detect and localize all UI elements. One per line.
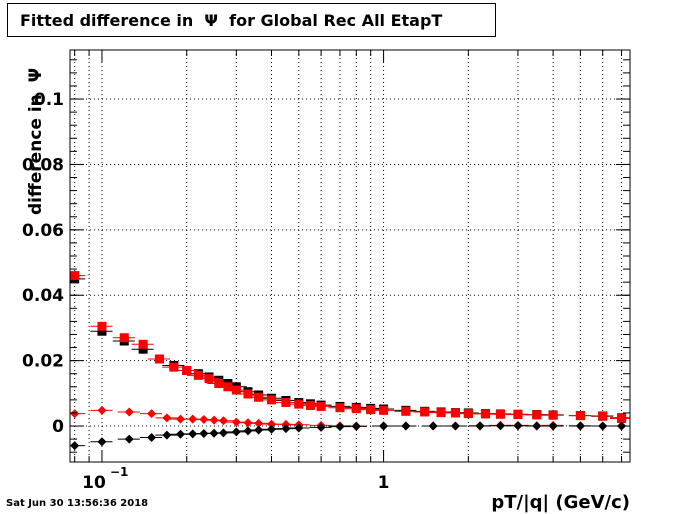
data-point-square	[513, 410, 523, 420]
data-point-square	[254, 392, 264, 402]
data-point-square	[598, 411, 608, 421]
data-point-square	[532, 410, 542, 420]
data-point-square	[119, 333, 129, 343]
data-point-diamond	[97, 405, 107, 415]
data-point-diamond	[254, 418, 264, 428]
data-point-diamond	[379, 421, 389, 431]
data-point-diamond	[70, 409, 80, 419]
data-point-diamond	[450, 421, 460, 431]
data-point-square	[617, 414, 627, 424]
axes-ticks: 0 0.02 0.04 0.06 0.08 0.1 10 −1 1	[22, 50, 630, 493]
data-point-square	[480, 409, 490, 419]
data-point-square	[463, 409, 473, 419]
data-point-diamond	[254, 425, 264, 435]
data-point-diamond	[598, 421, 608, 431]
data-point-diamond	[513, 421, 523, 431]
data-point-square	[169, 362, 179, 372]
series-layer	[70, 271, 630, 451]
y-tick-label: 0.04	[22, 286, 64, 306]
data-point-square	[379, 405, 389, 415]
data-point-square	[243, 389, 253, 399]
data-point-square	[366, 405, 376, 415]
y-axis-label: difference in Ψ	[26, 67, 46, 215]
data-point-square	[204, 374, 214, 384]
y-tick-label: 0.06	[22, 221, 64, 241]
data-point-diamond	[294, 423, 304, 433]
data-point-square	[231, 385, 241, 395]
data-point-square	[305, 400, 315, 410]
data-point-diamond	[243, 418, 253, 428]
data-point-diamond	[335, 422, 345, 432]
y-tick-label: 0.1	[34, 90, 64, 110]
data-point-square	[294, 399, 304, 409]
data-point-diamond	[124, 434, 134, 444]
data-point-diamond	[175, 429, 185, 439]
data-point-diamond	[97, 437, 107, 447]
data-point-diamond	[199, 414, 209, 424]
data-point-square	[351, 404, 361, 414]
data-point-diamond	[351, 421, 361, 431]
series-3	[70, 421, 630, 451]
data-point-square	[97, 321, 107, 331]
data-point-diamond	[267, 419, 277, 429]
data-point-diamond	[231, 417, 241, 427]
data-point-diamond	[575, 421, 585, 431]
data-point-square	[223, 382, 233, 392]
data-point-diamond	[162, 413, 172, 423]
data-point-diamond	[147, 432, 157, 442]
data-point-diamond	[70, 441, 80, 451]
data-point-diamond	[401, 421, 411, 431]
data-point-square	[281, 397, 291, 407]
data-point-diamond	[243, 426, 253, 436]
data-point-square	[316, 401, 326, 411]
series-1	[70, 271, 630, 424]
data-point-diamond	[147, 409, 157, 419]
x-tick-exponent: −1	[110, 465, 128, 479]
data-point-square	[267, 395, 277, 405]
x-axis-label: pT/|q| (GeV/c)	[491, 492, 630, 513]
data-point-diamond	[175, 414, 185, 424]
x-tick-label: 1	[378, 473, 390, 493]
data-point-diamond	[475, 421, 485, 431]
data-point-square	[548, 410, 558, 420]
data-point-diamond	[209, 415, 219, 425]
data-point-diamond	[231, 427, 241, 437]
data-point-square	[154, 354, 164, 364]
data-point-diamond	[218, 416, 228, 426]
data-point-square	[138, 339, 148, 349]
data-point-square	[450, 408, 460, 418]
data-point-diamond	[532, 421, 542, 431]
data-point-square	[335, 403, 345, 413]
y-tick-label: 0.08	[22, 155, 64, 175]
series-0	[70, 274, 630, 423]
y-tick-label: 0.02	[22, 352, 64, 372]
data-point-diamond	[316, 422, 326, 432]
plot-frame	[69, 49, 631, 463]
grid-lines	[70, 50, 630, 462]
x-tick-label: 10	[82, 473, 106, 493]
data-point-square	[575, 411, 585, 421]
y-tick-label: 0	[52, 417, 64, 437]
data-point-diamond	[428, 421, 438, 431]
data-point-square	[138, 344, 148, 354]
data-point-diamond	[548, 421, 558, 431]
data-point-square	[214, 379, 224, 389]
date-stamp: Sat Jun 30 13:56:36 2018	[6, 498, 149, 509]
data-point-diamond	[124, 407, 134, 417]
data-point-square	[495, 409, 505, 419]
data-point-square	[182, 365, 192, 375]
data-point-square	[97, 326, 107, 336]
data-point-diamond	[267, 424, 277, 434]
data-point-square	[436, 408, 446, 418]
data-point-diamond	[162, 430, 172, 440]
data-point-square	[420, 407, 430, 417]
data-point-diamond	[281, 424, 291, 434]
chart-title: Fitted difference in Ψ for Global Rec Al…	[7, 3, 496, 37]
data-point-square	[70, 271, 80, 281]
data-point-diamond	[495, 421, 505, 431]
data-point-square	[401, 406, 411, 416]
data-point-square	[193, 370, 203, 380]
data-point-diamond	[218, 428, 228, 438]
